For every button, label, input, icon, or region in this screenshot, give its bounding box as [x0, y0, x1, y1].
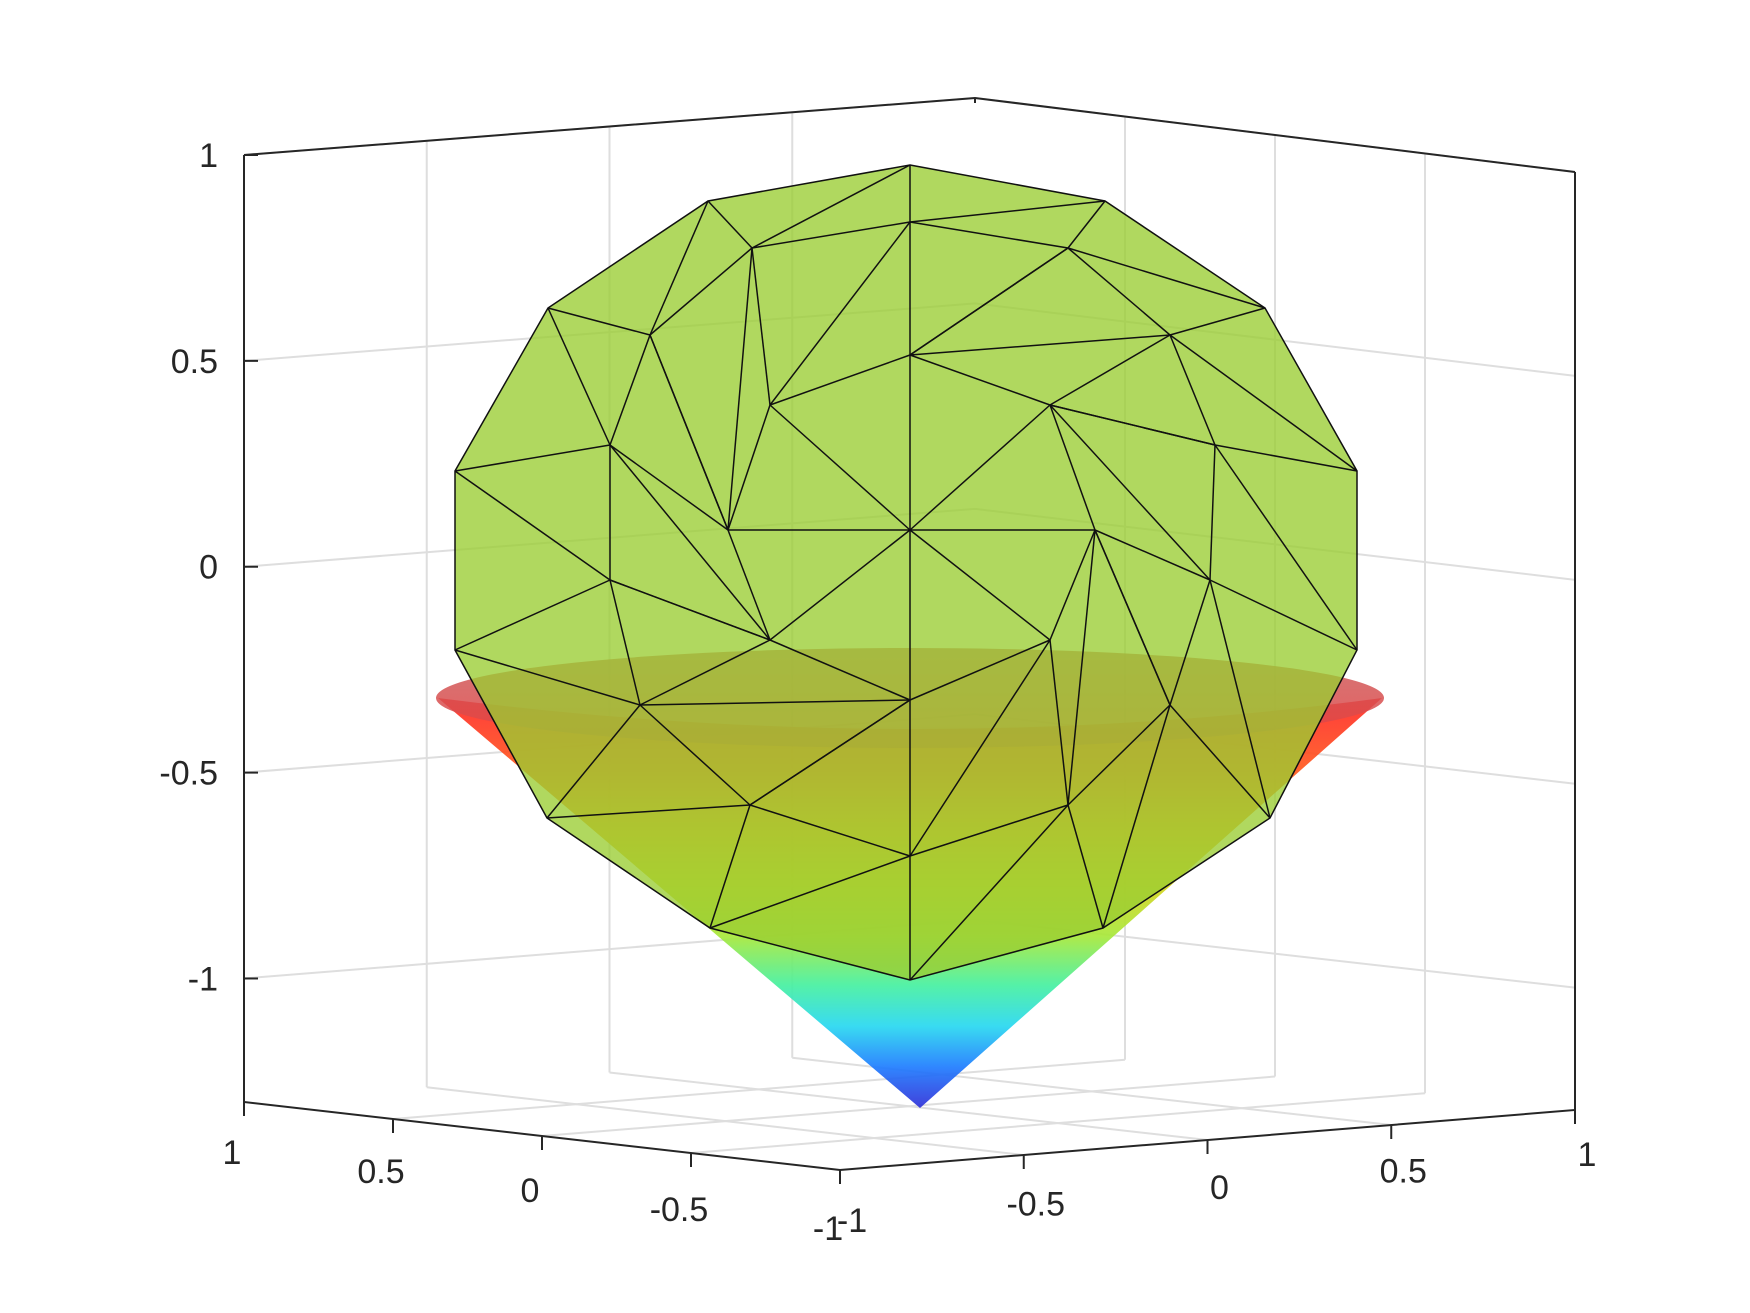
sphere-edge [609, 334, 651, 446]
sphere-edge [454, 649, 641, 706]
sphere-edge [909, 200, 1106, 223]
sphere-edge [909, 354, 1051, 406]
z-tick-label: 0 [199, 549, 218, 587]
sphere-edge [547, 307, 611, 446]
sphere-edge [709, 855, 911, 929]
sphere-edge [909, 221, 1069, 249]
sphere-edge [1102, 704, 1171, 929]
polyhedral-sphere [454, 164, 1358, 981]
y-tick-label: -1 [813, 1210, 843, 1248]
sphere-edge [649, 334, 729, 531]
sphere-edge [1169, 334, 1358, 472]
z-tick-label: 0.5 [171, 343, 218, 381]
sphere-edge [751, 247, 771, 406]
sphere-edge [769, 354, 911, 406]
floor-gridline [690, 1092, 1426, 1154]
x-tick-label: 1 [1578, 1136, 1597, 1174]
sphere-edge [639, 639, 771, 706]
y-tick-label: 1 [223, 1134, 242, 1172]
sphere-edge [1169, 334, 1216, 446]
sphere-edge [749, 804, 911, 857]
sphere-edge [769, 404, 911, 531]
sphere-edge [546, 804, 751, 819]
sphere-edge [454, 579, 611, 651]
sphere-edge [909, 639, 1051, 701]
x-tick-label: 0.5 [1380, 1153, 1427, 1191]
sphere-edge [639, 699, 911, 706]
sphere-edge [1094, 529, 1171, 706]
sphere-edge [1094, 529, 1211, 581]
sphere-edge [609, 579, 771, 641]
sphere-edge [749, 699, 911, 806]
sphere-edge [1067, 247, 1266, 309]
sphere-edge [1209, 579, 1358, 651]
sphere-edge [727, 247, 753, 531]
sphere-edge [709, 804, 751, 929]
sphere-edge [909, 334, 1171, 356]
z-tick-label: -0.5 [159, 755, 218, 793]
sphere-edge [1067, 247, 1171, 336]
sphere-edge [1169, 704, 1271, 819]
z-tick-label: -1 [188, 960, 218, 998]
sphere-edge [1214, 444, 1358, 651]
sphere-edge [1067, 704, 1171, 806]
sphere-edge [1049, 334, 1171, 406]
z-tick-label: 1 [199, 137, 218, 175]
sphere-edge [1067, 529, 1096, 806]
sphere-edge [909, 804, 1069, 981]
sphere-edge [769, 221, 911, 406]
sphere-edge [1049, 404, 1096, 531]
sphere-edge [769, 639, 911, 701]
sphere-edge [1049, 639, 1069, 806]
y-tick-label: 0.5 [357, 1153, 404, 1191]
sphere-edge [609, 444, 771, 641]
x-tick-label: -0.5 [1006, 1186, 1065, 1224]
sphere-edge [1214, 444, 1358, 472]
x-tick-label: 0 [1210, 1169, 1229, 1207]
sphere-edge [1209, 444, 1216, 581]
y-tick-label: 0 [521, 1172, 540, 1210]
sphere-edge [909, 804, 1069, 857]
sphere-edge [639, 704, 751, 806]
sphere-edge [1049, 529, 1096, 641]
sphere-edge [707, 200, 753, 249]
axes-frame-top [243, 96, 1576, 173]
y-tick-label: -0.5 [650, 1191, 709, 1229]
sphere-edge [1209, 579, 1271, 819]
sphere-edge [546, 704, 641, 819]
sphere-edge [1049, 404, 1216, 446]
sphere-edge [909, 639, 1051, 857]
sphere-edge [727, 404, 771, 531]
floor-gridline [609, 1071, 1208, 1141]
sphere-edge [1169, 307, 1266, 336]
sphere-edge [769, 529, 911, 641]
axis-ticks: 10.50-0.5-11 0.5 0 -0.5 -1-1 -0.5 0 0.5 1 [159, 137, 1596, 1248]
x-tick-label: -1 [837, 1202, 867, 1240]
z-gridline [243, 96, 1576, 173]
sphere-edge [751, 221, 911, 249]
sphere-edge [909, 247, 1069, 356]
sphere-edge [649, 247, 753, 336]
sphere-edge [609, 579, 641, 706]
sphere-edge [751, 164, 911, 249]
sphere-edge [1067, 200, 1106, 249]
sphere-edge [1067, 804, 1104, 929]
sphere-edge [649, 200, 709, 336]
sphere-edge [547, 307, 651, 336]
sphere-edge [727, 529, 771, 641]
sphere-edge [454, 470, 611, 581]
sphere-edge [454, 444, 611, 472]
sphere-edge [609, 444, 729, 531]
sphere-edge [1169, 579, 1211, 706]
sphere-edge [1049, 404, 1211, 581]
sphere-edge [909, 404, 1051, 531]
sphere-edge [909, 529, 1051, 641]
